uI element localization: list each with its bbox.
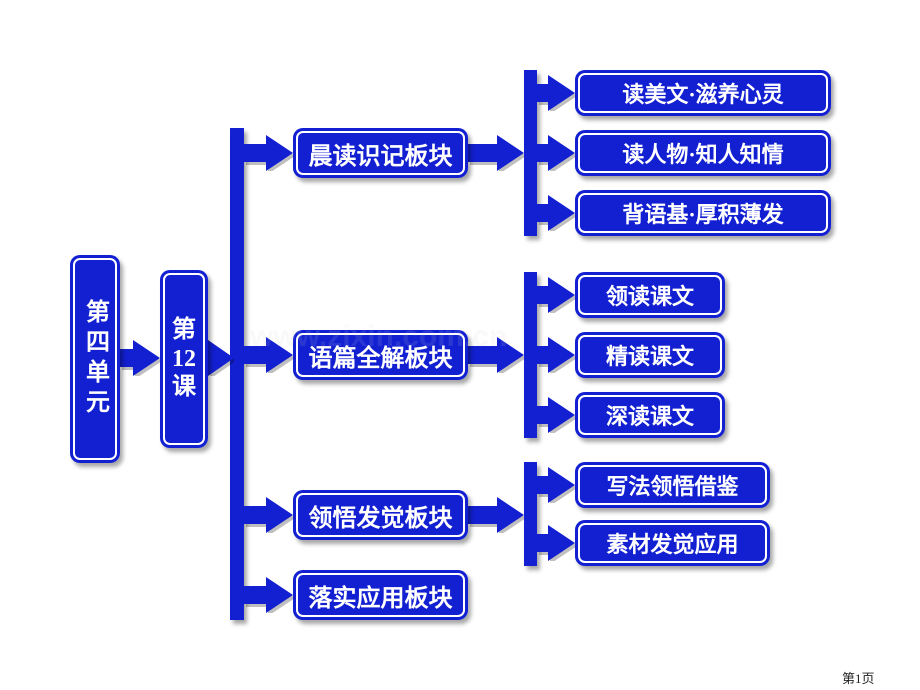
node-people[interactable]: 读人物·知人知情 [575, 130, 831, 176]
node-close[interactable]: 精读课文 [575, 332, 725, 378]
arrow-icon [120, 340, 160, 376]
node-writing[interactable]: 写法领悟借鉴 [575, 462, 770, 508]
arrow-icon [537, 467, 575, 503]
node-deep[interactable]: 深读课文 [575, 392, 725, 438]
arrow-icon [537, 397, 575, 433]
node-material[interactable]: 素材发觉应用 [575, 520, 770, 566]
node-discourse[interactable]: 语篇全解板块 [293, 330, 468, 380]
node-label: 写法领悟借鉴 [606, 469, 738, 501]
page-number: 第1页 [842, 668, 875, 687]
node-label: 精读课文 [606, 339, 694, 371]
arrow-icon [537, 337, 575, 373]
node-beauty[interactable]: 读美文·滋养心灵 [575, 70, 831, 116]
connector-bar [524, 272, 537, 438]
arrow-icon [244, 577, 293, 613]
node-label: 晨读识记板块 [309, 136, 453, 171]
node-unit[interactable]: 第四单元 [70, 255, 120, 463]
arrow-icon [537, 525, 575, 561]
diagram-canvas: 第四单元 第12课 晨读识记板块语篇全解板块领悟发觉板块落实应用板块 读美文·滋养心灵… [0, 0, 920, 690]
arrow-icon [537, 135, 575, 171]
connector-bar [524, 70, 537, 236]
node-apply[interactable]: 落实应用板块 [293, 570, 468, 620]
node-label: 素材发觉应用 [606, 527, 738, 559]
connector-bar [524, 462, 537, 566]
arrow-icon [537, 277, 575, 313]
node-label: 领悟发觉板块 [309, 498, 453, 533]
node-label: 领读课文 [606, 279, 694, 311]
arrow-icon [537, 195, 575, 231]
arrow-icon [244, 135, 293, 171]
node-label: 语篇全解板块 [309, 338, 453, 373]
arrow-icon [468, 337, 524, 373]
arrow-icon [468, 135, 524, 171]
node-lead[interactable]: 领读课文 [575, 272, 725, 318]
node-lang[interactable]: 背语基·厚积薄发 [575, 190, 831, 236]
node-label: 读美文·滋养心灵 [622, 77, 783, 109]
arrow-icon [537, 75, 575, 111]
node-label: 读人物·知人知情 [622, 137, 783, 169]
node-lesson[interactable]: 第12课 [160, 270, 208, 448]
node-label: 第四单元 [78, 299, 113, 419]
node-morning[interactable]: 晨读识记板块 [293, 128, 468, 178]
arrow-icon [244, 497, 293, 533]
arrow-icon [468, 497, 524, 533]
arrow-icon [208, 340, 234, 376]
arrow-icon [244, 337, 293, 373]
node-label: 第12课 [172, 316, 196, 402]
node-compr[interactable]: 领悟发觉板块 [293, 490, 468, 540]
node-label: 背语基·厚积薄发 [622, 197, 783, 229]
node-label: 落实应用板块 [309, 578, 453, 613]
node-label: 深读课文 [606, 399, 694, 431]
